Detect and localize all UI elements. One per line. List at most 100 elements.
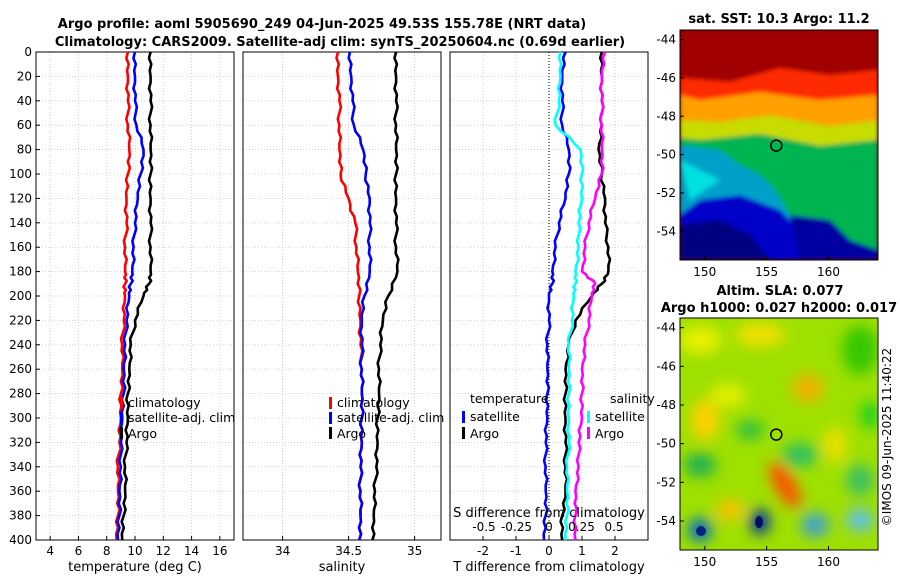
legend-swatch-sal-argo <box>587 427 590 439</box>
latitude-tick-label: -52 <box>656 475 676 489</box>
legend-swatch-temp-argo <box>462 427 465 439</box>
legend-climatology: climatology <box>337 395 410 410</box>
latitude-tick-label: -50 <box>656 148 676 162</box>
longitude-tick-label: 155 <box>755 555 778 569</box>
legend-swatch-sal-satellite <box>587 411 590 423</box>
s-diff-tick-label: 0.25 <box>568 520 595 534</box>
s-diff-tick-label: 0.5 <box>604 520 623 534</box>
latitude-tick-label: -46 <box>656 359 676 373</box>
sla-map-frame <box>679 317 879 551</box>
depth-tick-label: 60 <box>17 118 32 132</box>
x-tick-label: 2 <box>611 544 619 558</box>
difference-x-ticks: -2 -1 0 1 2 <box>477 536 619 558</box>
latitude-tick-label: -54 <box>656 514 676 528</box>
x-tick-label: 35 <box>407 544 422 558</box>
x-tick-label: 1 <box>578 544 586 558</box>
salinity-xlabel: salinity <box>319 560 366 575</box>
depth-tick-label: 240 <box>9 338 32 352</box>
depth-tick-label: 20 <box>17 69 32 83</box>
latitude-tick-label: -46 <box>656 71 676 85</box>
legend-swatch-argo <box>120 427 123 439</box>
latitude-tick-label: -44 <box>656 33 676 47</box>
latitude-tick-label: -54 <box>656 224 676 238</box>
difference-legend: temperature satellite Argo salinity sate… <box>462 391 655 441</box>
x-tick-label: 8 <box>103 544 111 558</box>
sla-eddy-core <box>755 516 763 528</box>
salinity-x-ticks: 34 34.5 35 <box>275 536 422 558</box>
sla-map-title-line1: Altim. SLA: 0.077 <box>717 284 844 299</box>
depth-tick-label: 40 <box>17 94 32 108</box>
depth-tick-label: 380 <box>9 509 32 523</box>
sla-heatmap <box>680 318 878 550</box>
temperature-grid <box>36 51 234 541</box>
sst-heatmap <box>680 30 878 260</box>
longitude-tick-label: 155 <box>755 265 778 279</box>
legend-satellite-adj: satellite-adj. clim <box>337 410 444 425</box>
latitude-tick-label: -48 <box>656 398 676 412</box>
legend-temp-argo: Argo <box>470 426 499 441</box>
legend-climatology: climatology <box>128 395 201 410</box>
latitude-tick-label: -50 <box>656 437 676 451</box>
legend-swatch-temp-satellite <box>462 411 465 423</box>
depth-tick-label: 400 <box>9 533 32 547</box>
depth-tick-label: 320 <box>9 435 32 449</box>
depth-tick-label: 120 <box>9 191 32 205</box>
x-tick-label: 6 <box>75 544 83 558</box>
latitude-tick-label: -52 <box>656 186 676 200</box>
depth-tick-label: 200 <box>9 289 32 303</box>
series-line-argo <box>120 51 154 541</box>
salinity-profile-panel: 34 34.5 35 salinity climatology satellite-… <box>242 51 444 575</box>
depth-tick-label: 0 <box>24 45 32 59</box>
depth-tick-label: 140 <box>9 216 32 230</box>
legend-satellite-adj: satellite-adj. clim <box>128 410 235 425</box>
x-tick-label: 4 <box>46 544 54 558</box>
legend-swatch-argo <box>329 427 332 439</box>
depth-tick-label: 80 <box>17 143 32 157</box>
temperature-profile-panel: 0 20 40 60 80 100 120 140 160 180 200 220 240 260 280 3… <box>9 45 235 575</box>
series-line-climatology <box>114 51 132 541</box>
sla-map-ticks: 150 155 160 -44 -46 -48 -50 -52 -54 <box>656 321 840 569</box>
temperature-x-ticks: 4 6 8 10 12 14 16 <box>46 536 227 558</box>
depth-tick-label: 160 <box>9 240 32 254</box>
sst-map-ticks: 150 155 160 -44 -46 -48 -50 -52 -54 <box>656 33 840 279</box>
sst-temperature-bands <box>680 30 878 260</box>
depth-tick-label: 280 <box>9 387 32 401</box>
s-diff-tick-label: 0 <box>545 520 553 534</box>
figure-title-line1: Argo profile: aoml 5905690_249 04-Jun-20… <box>58 17 586 32</box>
salinity-lines <box>335 51 400 541</box>
sla-map-panel: Altim. SLA: 0.077 Argo h1000: 0.027 h200… <box>656 284 897 569</box>
difference-lines <box>542 51 612 541</box>
longitude-tick-label: 150 <box>693 555 716 569</box>
temperature-lines <box>114 51 154 541</box>
longitude-tick-label: 150 <box>693 265 716 279</box>
latitude-tick-label: -48 <box>656 109 676 123</box>
legend-salinity-title: salinity <box>610 391 655 406</box>
sla-eddy-core <box>696 526 706 536</box>
x-tick-label: 16 <box>212 544 227 558</box>
depth-tick-label: 180 <box>9 265 32 279</box>
s-diff-tick-label: -0.25 <box>501 520 532 534</box>
series-line-argo <box>370 51 400 541</box>
legend-swatch-satellite-adj <box>329 412 332 424</box>
depth-tick-label: 340 <box>9 460 32 474</box>
x-tick-label: -1 <box>510 544 522 558</box>
salinity-legend: climatology satellite-adj. clim Argo <box>329 395 444 441</box>
x-tick-label: -2 <box>477 544 489 558</box>
sla-map-title-line2: Argo h1000: 0.027 h2000: 0.017 <box>661 301 897 316</box>
difference-xlabel-top: S difference from climatology <box>453 506 645 521</box>
salinity-grid <box>243 51 441 541</box>
sst-map-frame <box>679 29 879 261</box>
x-tick-label: 0 <box>545 544 553 558</box>
depth-tick-label: 220 <box>9 313 32 327</box>
temperature-xlabel: temperature (deg C) <box>68 560 202 575</box>
depth-axis-ticks: 0 20 40 60 80 100 120 140 160 180 200 220 240 260 280 3… <box>9 45 40 547</box>
difference-xlabel: T difference from climatology <box>452 560 645 575</box>
legend-argo: Argo <box>128 426 157 441</box>
sst-map-title: sat. SST: 10.3 Argo: 11.2 <box>688 12 869 27</box>
copyright-stamp: ©IMOS 09-Jun-2025 11:40:22 <box>880 348 894 526</box>
temperature-legend: climatology satellite-adj. clim Argo <box>120 395 235 441</box>
depth-tick-label: 260 <box>9 362 32 376</box>
latitude-tick-label: -44 <box>656 321 676 335</box>
x-tick-label: 34.5 <box>335 544 362 558</box>
